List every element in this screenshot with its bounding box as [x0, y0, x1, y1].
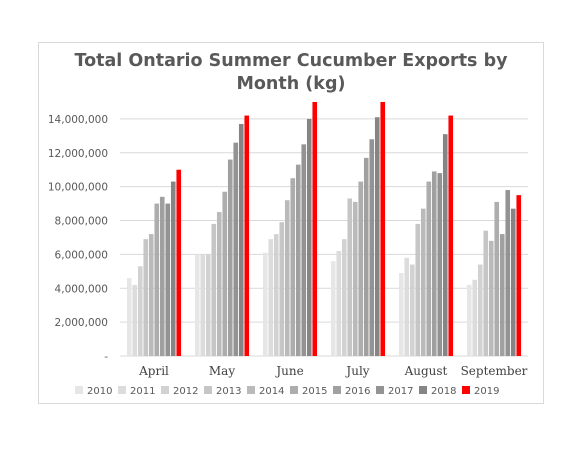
bar-2019-september — [516, 195, 522, 356]
bar-2019-june — [312, 102, 318, 356]
y-tick-label: 8,000,000 — [55, 216, 108, 228]
bar-2010-september — [466, 284, 472, 356]
legend-label-2019: 2019 — [474, 386, 499, 397]
legend-label-2012: 2012 — [173, 386, 198, 397]
x-category-label: July — [344, 364, 369, 378]
legend-label-2016: 2016 — [345, 386, 370, 397]
x-category-label: June — [274, 364, 303, 378]
y-tick-label: 2,000,000 — [55, 317, 108, 329]
bar-2017-august — [437, 173, 443, 356]
bar-2010-august — [398, 273, 404, 356]
bar-2010-april — [126, 278, 132, 356]
legend-swatch-2016 — [333, 386, 341, 394]
legend-label-2010: 2010 — [87, 386, 112, 397]
bar-2012-july — [341, 239, 347, 356]
legend-label-2014: 2014 — [259, 386, 284, 397]
bar-2017-june — [301, 144, 307, 356]
bar-2019-april — [176, 169, 182, 356]
bar-2017-april — [165, 203, 171, 356]
bar-2018-july — [374, 117, 380, 357]
bar-2014-july — [352, 201, 358, 356]
bar-2019-may — [244, 115, 250, 357]
bar-2012-august — [409, 264, 415, 356]
chart-title: Total Ontario Summer Cucumber Exports by… — [0, 50, 582, 96]
bar-2013-july — [347, 198, 353, 356]
legend-swatch-2015 — [290, 386, 298, 394]
bar-2011-august — [404, 257, 410, 356]
bar-2018-august — [442, 134, 448, 356]
bar-2016-may — [227, 159, 233, 356]
bar-2013-june — [279, 222, 285, 356]
bar-2019-august — [448, 115, 454, 357]
x-category-label: August — [404, 364, 448, 378]
legend-label-2017: 2017 — [388, 386, 413, 397]
bar-2017-september — [505, 190, 511, 356]
y-tick-label: 14,000,000 — [48, 114, 108, 126]
bar-2016-july — [363, 157, 369, 356]
bar-2016-april — [159, 196, 165, 356]
bar-2012-september — [477, 264, 483, 356]
x-category-label: April — [138, 364, 169, 378]
legend-swatch-2013 — [204, 386, 212, 394]
chart-title-line-1: Total Ontario Summer Cucumber Exports by — [74, 51, 508, 71]
bar-2015-august — [426, 181, 432, 356]
y-tick-label: 10,000,000 — [48, 182, 108, 194]
bar-2011-may — [200, 254, 206, 356]
bar-2012-april — [137, 266, 143, 356]
legend-swatch-2011 — [118, 386, 126, 394]
bar-2013-may — [211, 223, 217, 356]
bar-2015-june — [290, 178, 296, 356]
x-category-label: September — [461, 364, 528, 378]
bar-2014-june — [284, 200, 290, 356]
y-tick-label: 12,000,000 — [48, 148, 108, 160]
y-tick-label: - — [104, 351, 108, 363]
bar-2018-september — [510, 208, 516, 356]
bar-2010-june — [262, 252, 268, 356]
legend-swatch-2017 — [376, 386, 384, 394]
bar-2017-july — [369, 139, 375, 356]
y-tick-label: 4,000,000 — [55, 283, 108, 295]
bar-2015-april — [154, 203, 160, 356]
bar-2014-april — [148, 234, 154, 356]
legend-label-2018: 2018 — [431, 386, 456, 397]
bar-2011-september — [472, 279, 478, 356]
legend-label-2015: 2015 — [302, 386, 327, 397]
bar-2018-april — [170, 181, 176, 356]
bar-2013-september — [483, 230, 489, 356]
bar-2016-june — [295, 164, 301, 356]
legend-label-2013: 2013 — [216, 386, 241, 397]
bar-2010-may — [194, 254, 200, 356]
bar-2015-september — [494, 201, 500, 356]
bar-2014-may — [216, 212, 222, 356]
bar-2014-august — [420, 208, 426, 356]
bar-2018-june — [306, 118, 312, 356]
bar-2012-june — [273, 234, 279, 356]
x-category-label: May — [209, 364, 235, 378]
bar-2014-september — [488, 240, 494, 356]
bar-2011-april — [132, 284, 138, 356]
bar-2013-april — [143, 239, 149, 356]
bar-2019-july — [380, 102, 386, 356]
legend-swatch-2014 — [247, 386, 255, 394]
bar-2016-september — [499, 234, 505, 356]
bar-2016-august — [431, 171, 437, 356]
legend-swatch-2019 — [462, 386, 470, 394]
bar-2012-may — [205, 254, 211, 356]
legend-swatch-2010 — [75, 386, 83, 394]
legend-swatch-2018 — [419, 386, 427, 394]
bar-2011-june — [268, 239, 274, 356]
bar-2017-may — [233, 142, 239, 356]
y-tick-label: 6,000,000 — [55, 249, 108, 261]
chart-title-line-2: Month (kg) — [236, 74, 346, 94]
bar-2015-july — [358, 181, 364, 356]
bar-2010-july — [330, 261, 336, 356]
legend-label-2011: 2011 — [130, 386, 155, 397]
bar-2011-july — [336, 251, 342, 356]
bar-2018-may — [238, 124, 244, 356]
legend-swatch-2012 — [161, 386, 169, 394]
bar-2013-august — [415, 223, 421, 356]
bar-2015-may — [222, 191, 228, 356]
